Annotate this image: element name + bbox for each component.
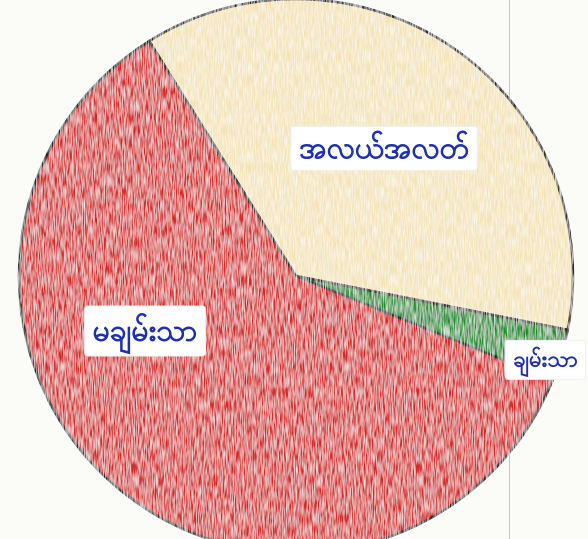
slices-layer [17,0,575,539]
slice-label-box-2 [504,339,587,380]
pie-slice-3 [17,39,555,539]
slice-label-text-2: ချမ်းသာ [513,345,577,376]
labels-layer: အလယ်အလတ်ချမ်းသာ မချမ်းသာ [84,125,587,380]
slice-label-box-3 [84,305,206,357]
slice-label-2: ချမ်းသာ [504,339,587,380]
slice-label-text-3: မချမ်းသာ [93,312,198,354]
slice-label-box-1 [290,125,478,171]
slice-label-text-1: အလယ်အလတ် [299,130,469,166]
slice-label-3: မချမ်းသာ [84,305,206,357]
slice-label-1: အလယ်အလတ် [290,125,478,171]
